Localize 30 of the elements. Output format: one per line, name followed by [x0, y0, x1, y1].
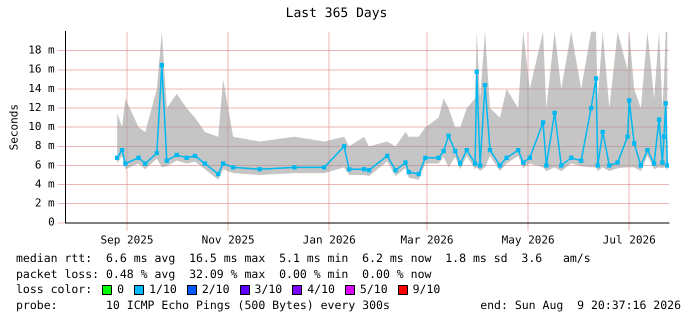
- y-tick-label: 18 m: [28, 44, 56, 57]
- y-tick-label: 0: [48, 216, 55, 229]
- x-tick-label: Jul 2026: [602, 233, 656, 246]
- text: median rtt: 6.6 ms avg 16.5 ms max 5.1 ms min 6.2 ms now 1.8 ms sd 3.6 am/s: [16, 251, 592, 266]
- text: loss color:: [16, 282, 92, 298]
- x-tick-label: Jan 2026: [302, 233, 356, 246]
- x-tick-label: Mar 2026: [400, 233, 454, 246]
- text: 1/10: [149, 282, 177, 298]
- y-tick-label: 10 m: [28, 120, 56, 134]
- y-axis-title: Seconds: [7, 104, 20, 150]
- text: 0: [117, 282, 124, 298]
- text: 3/10: [254, 282, 282, 298]
- y-tick-label: 12 m: [28, 100, 56, 114]
- y-tick-label: 8 m: [34, 139, 56, 152]
- text: end: Sun Aug 9 20:37:16 2026: [479, 298, 681, 313]
- text: 9/10: [412, 282, 440, 298]
- y-tick-label: 4 m: [34, 177, 56, 190]
- x-tick-label: Sep 2025: [100, 233, 154, 246]
- y-tick-label: 14 m: [28, 82, 56, 95]
- y-tick-label: 6 m: [34, 158, 56, 172]
- chart-title: Last 365 Days: [286, 6, 388, 22]
- y-tick-label: 16 m: [28, 62, 56, 76]
- text: packet loss: 0.48 % avg 32.09 % max 0.00 % min 0.00 % now: [16, 266, 432, 282]
- text: 2/10: [202, 282, 230, 298]
- x-tick-label: Nov 2025: [202, 233, 255, 246]
- text: 5/10: [360, 282, 388, 298]
- y-tick-label: 2 m: [34, 196, 56, 210]
- text: probe: 10 ICMP Echo Pings (500 Bytes) every 300s: [16, 298, 390, 313]
- x-tick-label: May 2026: [502, 233, 555, 246]
- text: 4/10: [307, 282, 335, 298]
